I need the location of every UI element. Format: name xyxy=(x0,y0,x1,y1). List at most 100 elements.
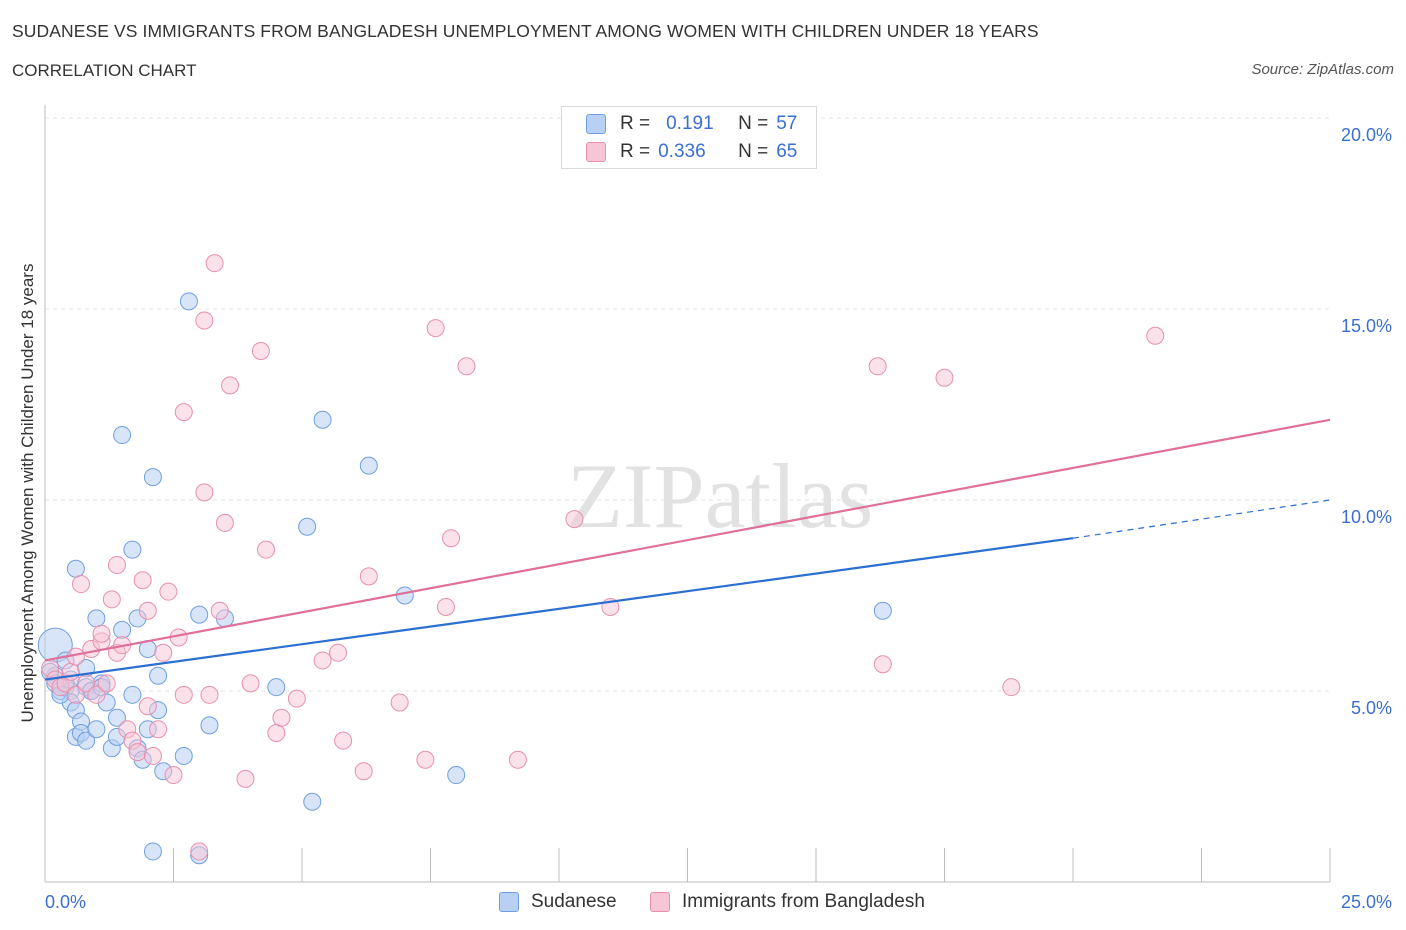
trend-lines xyxy=(44,418,1331,681)
legend-n-value: 65 xyxy=(776,141,798,162)
sudanese-point xyxy=(174,746,193,765)
sudanese-point xyxy=(190,605,209,624)
legend-row-sudanese: R = 0.191 N = 57 xyxy=(586,111,797,137)
bangladesh-point xyxy=(174,403,193,422)
sudanese-point xyxy=(143,468,162,487)
bangladesh-swatch xyxy=(586,142,606,162)
watermark: ZIPatlas xyxy=(567,445,874,547)
bangladesh-point xyxy=(71,575,90,594)
grid-lines xyxy=(45,117,1330,692)
bangladesh-point xyxy=(267,724,286,743)
bottom-legend-sudanese: Sudanese xyxy=(499,889,617,915)
bangladesh-swatch xyxy=(650,892,670,912)
bangladesh-point xyxy=(215,513,234,532)
bottom-legend-label: Sudanese xyxy=(531,891,617,912)
bangladesh-point xyxy=(328,643,347,662)
bangladesh-point xyxy=(426,319,445,338)
bottom-legend-bangladesh: Immigrants from Bangladesh xyxy=(650,889,925,915)
bangladesh-point xyxy=(195,483,214,502)
sudanese-point xyxy=(87,609,106,628)
sudanese-point xyxy=(313,410,332,429)
bangladesh-point xyxy=(87,685,106,704)
bangladesh-point xyxy=(359,567,378,586)
legend-n-label: N = xyxy=(738,141,769,162)
bangladesh-point xyxy=(1146,326,1165,345)
bangladesh-point xyxy=(210,601,229,620)
bangladesh-point xyxy=(92,624,111,643)
bangladesh-point xyxy=(205,254,224,273)
x-tick-label: 25.0% xyxy=(1341,892,1392,912)
bangladesh-point xyxy=(442,529,461,548)
tick-labels: 5.0% 10.0% 15.0% 20.0% 0.0% 25.0% xyxy=(45,125,1392,912)
sudanese-swatch xyxy=(499,892,519,912)
bangladesh-point xyxy=(149,720,168,739)
sudanese-point xyxy=(359,456,378,475)
bangladesh-point xyxy=(416,750,435,769)
legend-n-value: 57 xyxy=(776,113,798,134)
sudanese-point xyxy=(143,842,162,861)
bangladesh-point xyxy=(159,582,178,601)
bangladesh-point xyxy=(102,590,121,609)
bangladesh-point xyxy=(436,597,455,616)
sudanese-point xyxy=(179,292,198,311)
sudanese-point xyxy=(113,620,132,639)
y-tick-label: 15.0% xyxy=(1341,316,1392,336)
bangladesh-point xyxy=(200,685,219,704)
sudanese-point xyxy=(298,517,317,536)
bangladesh-point xyxy=(390,693,409,712)
source-label: Source: ZipAtlas.com xyxy=(1251,61,1394,78)
bangladesh-point xyxy=(241,674,260,693)
legend-r-label: R = xyxy=(620,113,651,134)
sudanese-point xyxy=(303,792,322,811)
sudanese-point xyxy=(77,731,96,750)
bangladesh-point xyxy=(138,601,157,620)
axes xyxy=(44,105,1331,883)
bangladesh-point xyxy=(190,842,209,861)
bangladesh-point xyxy=(565,510,584,529)
bangladesh-point xyxy=(287,689,306,708)
legend-n-label: N = xyxy=(738,113,769,134)
bangladesh-trend-line xyxy=(44,418,1331,662)
bottom-legend-label: Immigrants from Bangladesh xyxy=(682,891,925,912)
bangladesh-point xyxy=(251,342,270,361)
sudanese-point xyxy=(395,586,414,605)
sudanese-trend-line xyxy=(44,537,1074,681)
bangladesh-point xyxy=(334,731,353,750)
sudanese-trend-extension xyxy=(1072,499,1331,539)
bangladesh-point xyxy=(272,708,291,727)
legend-r-value: 0.191 xyxy=(666,113,714,134)
sudanese-point xyxy=(873,601,892,620)
bangladesh-point xyxy=(154,643,173,662)
bangladesh-point xyxy=(1002,678,1021,697)
chart-title: SUDANESE VS IMMIGRANTS FROM BANGLADESH U… xyxy=(12,21,1039,41)
sudanese-point xyxy=(66,559,85,578)
bangladesh-point xyxy=(174,685,193,704)
sudanese-point xyxy=(123,685,142,704)
y-axis-label: Unemployment Among Women with Children U… xyxy=(18,264,37,723)
x-tick-label: 0.0% xyxy=(45,892,86,912)
y-tick-label: 10.0% xyxy=(1341,507,1392,527)
sudanese-swatch xyxy=(586,114,606,134)
sudanese-point xyxy=(113,426,132,445)
bangladesh-point xyxy=(868,357,887,376)
bangladesh-point xyxy=(164,766,183,785)
bangladesh-points xyxy=(41,254,1165,861)
bangladesh-point xyxy=(508,750,527,769)
y-tick-label: 5.0% xyxy=(1351,698,1392,718)
bangladesh-point xyxy=(128,743,147,762)
legend-r-label: R = xyxy=(620,141,651,162)
bangladesh-point xyxy=(873,655,892,674)
bangladesh-point xyxy=(195,311,214,330)
bangladesh-point xyxy=(236,769,255,788)
legend-r-value: 0.336 xyxy=(658,141,706,162)
bangladesh-point xyxy=(935,368,954,387)
chart-subtitle: CORRELATION CHART xyxy=(12,61,197,80)
sudanese-point xyxy=(123,540,142,559)
correlation-legend: R = 0.191 N = 57 R = 0.336 N = 65 xyxy=(561,106,817,169)
bangladesh-point xyxy=(66,685,85,704)
bangladesh-point xyxy=(221,376,240,395)
bangladesh-point xyxy=(97,674,116,693)
legend-row-bangladesh: R = 0.336 N = 65 xyxy=(586,139,797,165)
sudanese-point xyxy=(267,678,286,697)
sudanese-point xyxy=(107,708,126,727)
